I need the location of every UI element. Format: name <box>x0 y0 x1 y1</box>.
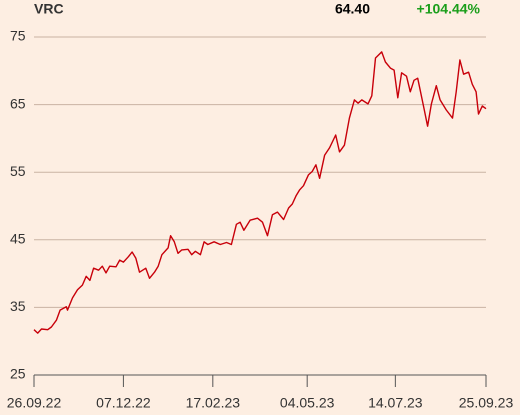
price-line <box>33 51 487 334</box>
x-tick-label: 25.09.23 <box>459 395 514 411</box>
y-tick-label: 35 <box>10 298 26 314</box>
y-tick-label: 45 <box>10 231 26 247</box>
chart-title: VRC <box>34 1 64 17</box>
y-tick-label: 25 <box>10 366 26 382</box>
x-tick-label: 07.12.22 <box>96 395 151 411</box>
y-tick-label: 75 <box>10 28 26 44</box>
y-tick-label: 55 <box>10 163 26 179</box>
x-tick-label: 04.05.23 <box>280 395 335 411</box>
last-price: 64.40 <box>335 1 370 17</box>
x-tick-label: 17.02.23 <box>186 395 241 411</box>
x-tick-label: 14.07.23 <box>368 395 423 411</box>
change: +104.44% <box>417 1 481 17</box>
x-tick-label: 26.09.22 <box>7 395 62 411</box>
y-tick-label: 65 <box>10 95 26 111</box>
